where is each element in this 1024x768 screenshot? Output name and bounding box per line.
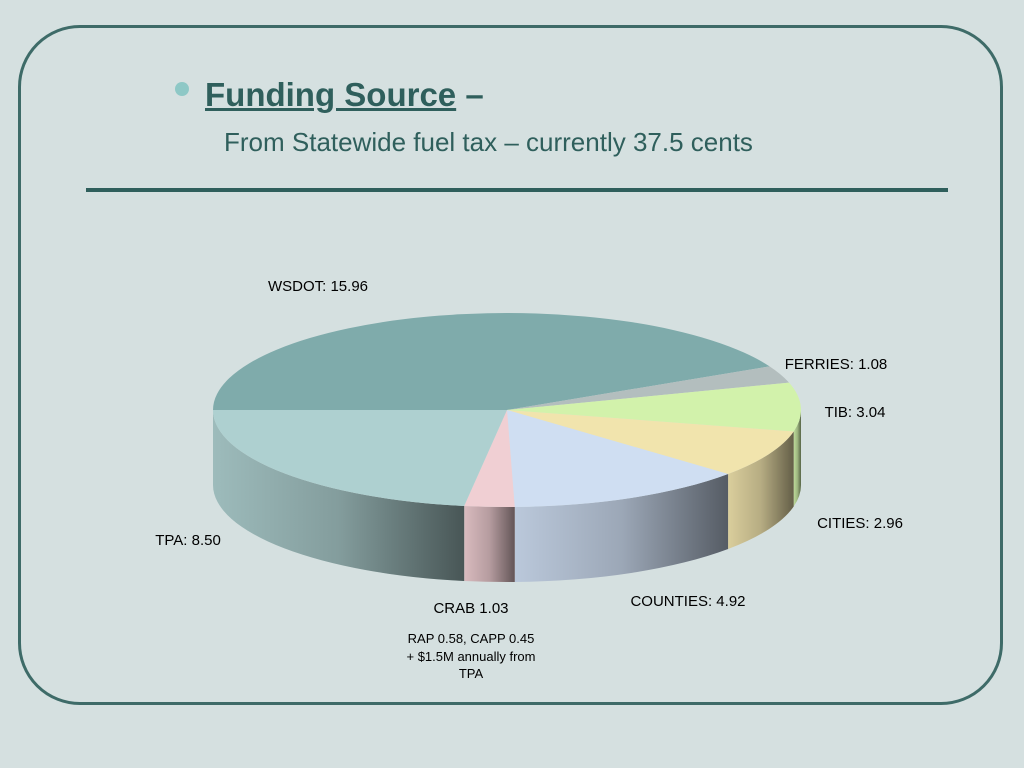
footnote-line-1: RAP 0.58, CAPP 0.45 <box>408 631 535 646</box>
footnote-line-3: TPA <box>459 666 484 681</box>
footnote-line-2: + $1.5M annually from <box>407 649 536 664</box>
slide-title: Funding Source – <box>205 76 484 114</box>
pie-slice <box>213 312 770 410</box>
pie-slice <box>507 366 790 410</box>
slice-label: COUNTIES: 4.92 <box>630 593 745 610</box>
slide-frame <box>18 25 1003 705</box>
pie-slice-side-shade <box>514 473 729 582</box>
bullet-icon <box>175 82 189 96</box>
pie-slice <box>464 410 515 507</box>
slide-subtitle: From Statewide fuel tax – currently 37.5… <box>224 127 753 157</box>
slice-label: WSDOT: 15.96 <box>268 278 368 295</box>
slice-label: CRAB 1.03 <box>433 600 508 617</box>
pie-slice-side-shade <box>464 505 515 582</box>
slice-label: FERRIES: 1.08 <box>785 356 888 373</box>
slice-label: CITIES: 2.96 <box>817 515 903 532</box>
title-dash: – <box>456 76 484 113</box>
pie-slice <box>213 410 507 506</box>
slice-label: TIB: 3.04 <box>825 404 886 421</box>
pie-slice-side-shade <box>793 410 801 507</box>
pie-slice-side-shade <box>728 431 794 549</box>
pie-slice <box>507 410 794 474</box>
slice-label: TPA: 8.50 <box>155 532 221 549</box>
title-divider <box>86 188 948 192</box>
title-main: Funding Source <box>205 76 457 113</box>
pie-slice-side-shade <box>213 410 465 581</box>
pie-slice <box>507 382 801 432</box>
pie-slice <box>507 410 729 507</box>
